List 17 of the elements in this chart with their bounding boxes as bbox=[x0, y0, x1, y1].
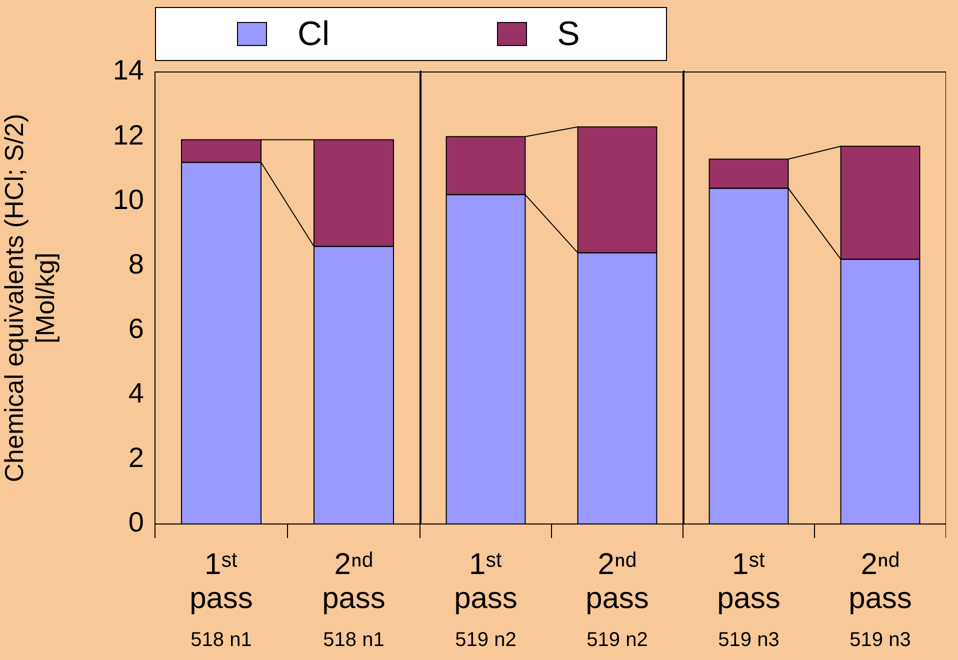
x-tick-label: 2ⁿᵈ pass 519 n3 bbox=[848, 548, 912, 651]
y-tick-label: 4 bbox=[128, 378, 144, 409]
y-tick-label: 0 bbox=[128, 506, 144, 538]
x-tick-label: 1ˢᵗ pass 519 n3 bbox=[717, 548, 780, 651]
y-axis-title: Chemical equivalents (HCl; S/2) [Mol/kg] bbox=[0, 114, 60, 482]
x-tick-label: 1ˢᵗ pass 519 n2 bbox=[454, 548, 518, 651]
y-tick-label: 14 bbox=[112, 54, 144, 86]
x-tick-label: 2ⁿᵈ pass 519 n2 bbox=[586, 548, 649, 651]
legend-label: Cl bbox=[297, 14, 330, 54]
y-tick-label: 6 bbox=[128, 313, 144, 344]
x-tick-label: 1ˢᵗ pass 518 n1 bbox=[190, 548, 253, 651]
legend-label: S bbox=[557, 14, 580, 54]
y-tick-label: 10 bbox=[112, 184, 144, 215]
x-tick-label: 2ⁿᵈ pass 518 n1 bbox=[322, 548, 386, 651]
y-tick-label: 2 bbox=[128, 442, 144, 474]
y-tick-label: 8 bbox=[128, 248, 144, 280]
y-tick-label: 12 bbox=[112, 119, 144, 150]
